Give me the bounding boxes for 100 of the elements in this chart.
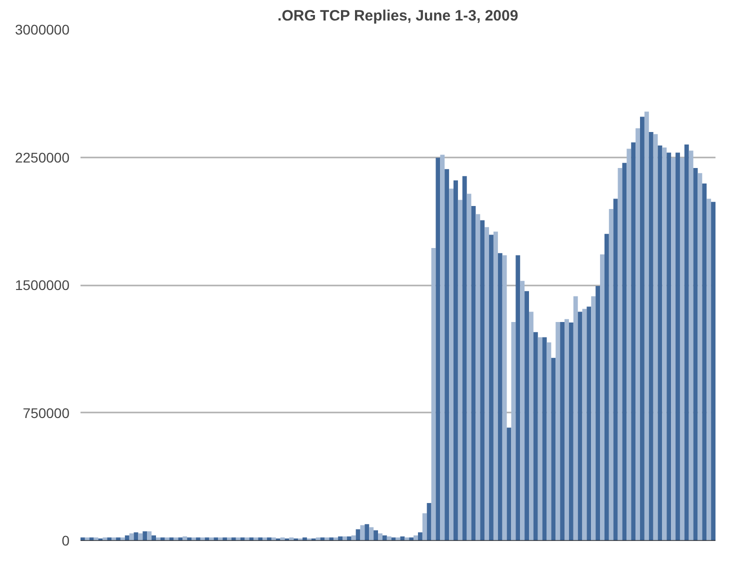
bar: [516, 255, 520, 540]
bar: [124, 535, 130, 540]
bar: [524, 291, 529, 540]
bar: [240, 537, 245, 540]
bar: [636, 128, 640, 540]
bar: [196, 537, 200, 540]
bar: [476, 214, 480, 540]
bar: [542, 337, 547, 540]
bar: [400, 536, 405, 540]
bar: [334, 537, 338, 540]
bar: [608, 209, 614, 540]
bar: [338, 536, 342, 540]
y-tick-label: 0: [62, 532, 70, 548]
bar: [556, 322, 560, 540]
bar: [107, 537, 112, 540]
bar: [156, 537, 160, 540]
bar: [676, 152, 680, 540]
bar: [289, 537, 294, 540]
bar: [418, 532, 422, 540]
bar: [644, 112, 649, 540]
bar: [653, 134, 658, 540]
bar: [693, 168, 698, 540]
bar: [711, 202, 716, 540]
bar: [702, 183, 707, 540]
bar: [120, 537, 125, 540]
bar: [222, 537, 228, 540]
bar: [152, 535, 156, 540]
bar: [267, 537, 272, 540]
bar: [493, 232, 498, 540]
bar: [622, 162, 627, 540]
bar: [302, 537, 307, 540]
bar: [214, 537, 218, 540]
bar: [356, 529, 360, 540]
bar: [378, 533, 382, 540]
bar: [200, 537, 205, 540]
bar: [374, 530, 378, 540]
y-tick-label: 750000: [22, 404, 70, 421]
bar: [422, 513, 427, 540]
bar: [511, 322, 516, 540]
bar: [449, 188, 454, 540]
bar: [80, 537, 85, 540]
bar: [102, 537, 108, 540]
bar: [573, 296, 578, 540]
bar: [391, 537, 396, 540]
bar: [618, 168, 622, 540]
bar: [89, 537, 94, 540]
bar: [142, 531, 148, 540]
bar: [409, 537, 414, 540]
bar: [684, 144, 689, 540]
bar: [346, 536, 352, 540]
bar: [666, 152, 672, 540]
bar: [204, 537, 210, 540]
bar: [324, 537, 330, 540]
bar: [360, 525, 365, 540]
bar: [458, 200, 462, 540]
bar: [436, 158, 440, 540]
bar: [582, 308, 587, 540]
bar: [426, 503, 432, 540]
y-tick-label: 2250000: [14, 149, 70, 166]
bar: [94, 537, 98, 540]
bar: [480, 220, 485, 540]
bar: [662, 148, 667, 540]
bar: [626, 148, 632, 540]
bar: [169, 537, 174, 540]
bar: [680, 158, 684, 540]
bar: [578, 312, 582, 540]
bar: [414, 535, 418, 540]
bar: [533, 332, 538, 540]
bar: [648, 132, 654, 540]
bar: [698, 173, 702, 540]
bar: [489, 234, 494, 540]
bar: [688, 150, 694, 540]
bar: [613, 198, 618, 540]
bar: [369, 527, 374, 540]
bar: [671, 158, 676, 540]
bar: [329, 537, 334, 540]
bar: [440, 154, 445, 540]
bar: [498, 253, 502, 540]
bar: [112, 537, 116, 540]
bar: [280, 537, 285, 540]
bar: [658, 145, 662, 540]
bar: [564, 319, 569, 540]
bar: [342, 536, 347, 540]
bar: [560, 322, 565, 540]
bar: [262, 537, 268, 540]
bar: [129, 533, 134, 540]
bar: [316, 537, 320, 540]
bar: [218, 537, 223, 540]
bar: [506, 428, 512, 540]
chart-title: .ORG TCP Replies, June 1-3, 2009: [278, 8, 518, 24]
bar: [404, 537, 410, 540]
bar: [138, 533, 143, 540]
bar: [187, 537, 192, 540]
bar: [502, 255, 507, 540]
bar: [258, 537, 263, 540]
bar: [182, 536, 188, 540]
bar: [538, 337, 542, 540]
bar: [551, 358, 556, 540]
bar: [386, 536, 392, 540]
bar: [231, 537, 236, 540]
